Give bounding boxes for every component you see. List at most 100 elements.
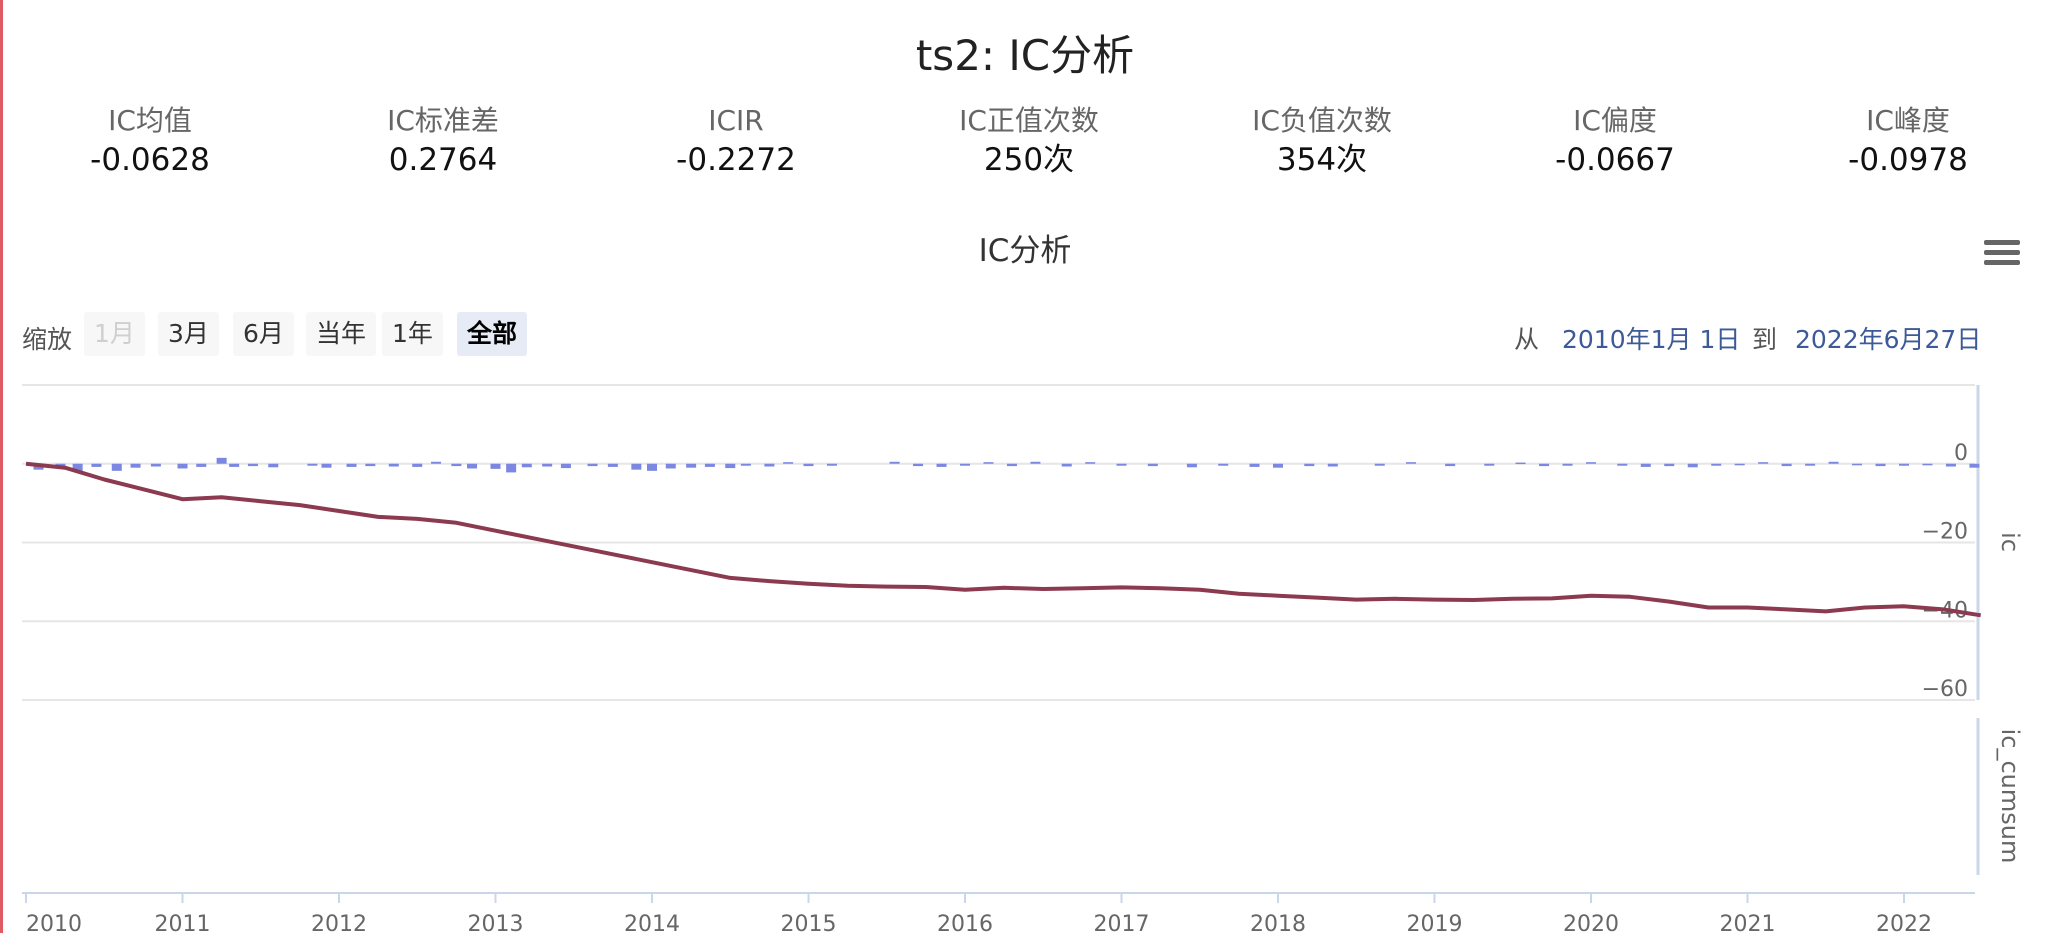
- stat-ic-positive-count: IC正值次数 250次: [889, 102, 1169, 180]
- ic-bar: [960, 463, 970, 466]
- stat-label: IC峰度: [1866, 104, 1950, 137]
- ic-bar: [1218, 463, 1229, 466]
- ic-bar: [365, 463, 376, 467]
- ic-bar: [631, 463, 642, 470]
- ic-bar: [1445, 463, 1456, 467]
- ic-bar: [826, 463, 837, 466]
- ic-bar: [1617, 463, 1628, 466]
- stat-value: -0.0628: [90, 142, 210, 178]
- zoom-all-button[interactable]: 全部: [457, 312, 528, 356]
- stat-ic-mean: IC均值 -0.0628: [10, 102, 290, 180]
- ic-bar: [983, 462, 994, 464]
- ic-bar: [177, 463, 188, 469]
- ic-bar: [1116, 463, 1127, 466]
- ic-bar: [1969, 463, 1980, 468]
- stat-label: IC正值次数: [959, 104, 1099, 137]
- stat-value: 0.2764: [388, 142, 498, 178]
- ic-bar: [1539, 463, 1550, 467]
- ic-bar: [388, 463, 399, 467]
- ic-bar: [321, 463, 332, 468]
- ic-bar: [587, 463, 598, 467]
- ic-bar: [1805, 463, 1816, 466]
- ic-bar: [1922, 463, 1933, 466]
- ic-bar: [1640, 463, 1651, 467]
- range-from-date-input[interactable]: 2010年1月 1日: [1562, 325, 1741, 354]
- ic-bar: [1734, 463, 1745, 466]
- ic-bar: [686, 463, 697, 468]
- ic-bar: [1945, 463, 1956, 467]
- stat-label: ICIR: [708, 104, 764, 137]
- x-tick-label: 2020: [1563, 912, 1619, 933]
- stat-label: IC负值次数: [1252, 104, 1392, 137]
- x-tick-label: 2011: [155, 912, 211, 933]
- ic-bar: [1562, 463, 1573, 466]
- ic-bar: [1006, 463, 1017, 467]
- ic-bar: [1327, 463, 1338, 467]
- ic-bar: [1781, 463, 1792, 467]
- ic-bar: [1687, 463, 1698, 468]
- ic-bar: [412, 463, 423, 467]
- zoom-1y-button[interactable]: 1年: [382, 312, 443, 356]
- ic-bar: [130, 463, 141, 468]
- x-tick-label: 2012: [311, 912, 367, 933]
- ic-bar: [936, 463, 947, 467]
- stat-value: -0.2272: [676, 142, 796, 178]
- stat-label: IC标准差: [387, 104, 499, 137]
- ic-bar: [268, 463, 279, 468]
- ic-bar: [1899, 463, 1909, 466]
- y-axis-title-ic: ic: [1996, 532, 2024, 552]
- ic-bar: [1758, 462, 1769, 464]
- zoom-3m-button[interactable]: 3月: [158, 312, 219, 356]
- y-tick-label: −20: [1922, 520, 1968, 545]
- stat-value: -0.0978: [1848, 142, 1968, 178]
- ic-bar: [216, 457, 227, 464]
- ic-bar: [740, 463, 751, 466]
- x-tick-label: 2010: [26, 912, 82, 933]
- range-to-label: 到: [1752, 325, 1778, 354]
- ic-bar: [607, 463, 618, 467]
- ic-bar: [506, 463, 517, 473]
- ic-bar: [1374, 463, 1385, 466]
- x-tick-label: 2017: [1094, 912, 1150, 933]
- ic-bar: [889, 461, 900, 464]
- ic-bar: [1249, 463, 1260, 467]
- hamburger-menu-icon[interactable]: [1984, 240, 2020, 270]
- ic-bar: [542, 463, 553, 467]
- ic-bar: [1515, 462, 1526, 465]
- x-tick-label: 2019: [1407, 912, 1463, 933]
- stat-value: 250次: [983, 142, 1075, 178]
- stat-value: 354次: [1276, 142, 1368, 178]
- ic-bar: [451, 463, 462, 467]
- ic-bar: [704, 463, 715, 467]
- ic-bar: [665, 463, 676, 469]
- zoom-1m-button[interactable]: 1月: [84, 312, 145, 356]
- ic-bar: [764, 463, 775, 467]
- ic-bar: [467, 463, 478, 469]
- stat-ic-kurtosis: IC峰度 -0.0978: [1768, 102, 2048, 180]
- y-tick-label: −60: [1922, 677, 1968, 702]
- left-accent-bar: [0, 0, 3, 933]
- ic-bar: [91, 463, 102, 467]
- ic-bar: [490, 463, 501, 469]
- ic-bar: [1852, 463, 1863, 466]
- range-to-date-input[interactable]: 2022年6月27日: [1795, 325, 1982, 354]
- zoom-6m-button[interactable]: 6月: [233, 312, 294, 356]
- zoom-ytd-button[interactable]: 当年: [306, 312, 377, 356]
- y-axis-title-ic-cumsum: ic_cumsum: [1996, 729, 2024, 864]
- ic-bar: [1406, 462, 1417, 464]
- ic-bar: [647, 463, 657, 471]
- ic-bar: [1828, 461, 1839, 464]
- y-tick-label: 0: [1954, 441, 1968, 466]
- stat-ic-skew: IC偏度 -0.0667: [1475, 102, 1755, 180]
- ic-bar: [1711, 463, 1722, 466]
- stat-value: -0.0667: [1555, 142, 1675, 178]
- ic-bar: [72, 463, 83, 472]
- ic-bar: [1147, 463, 1158, 467]
- x-tick-label: 2016: [937, 912, 993, 933]
- ic-bar: [196, 463, 207, 467]
- ic-bar: [150, 463, 161, 467]
- x-tick-label: 2021: [1720, 912, 1776, 933]
- ic-bar: [783, 462, 794, 464]
- ic-bar: [1586, 462, 1596, 464]
